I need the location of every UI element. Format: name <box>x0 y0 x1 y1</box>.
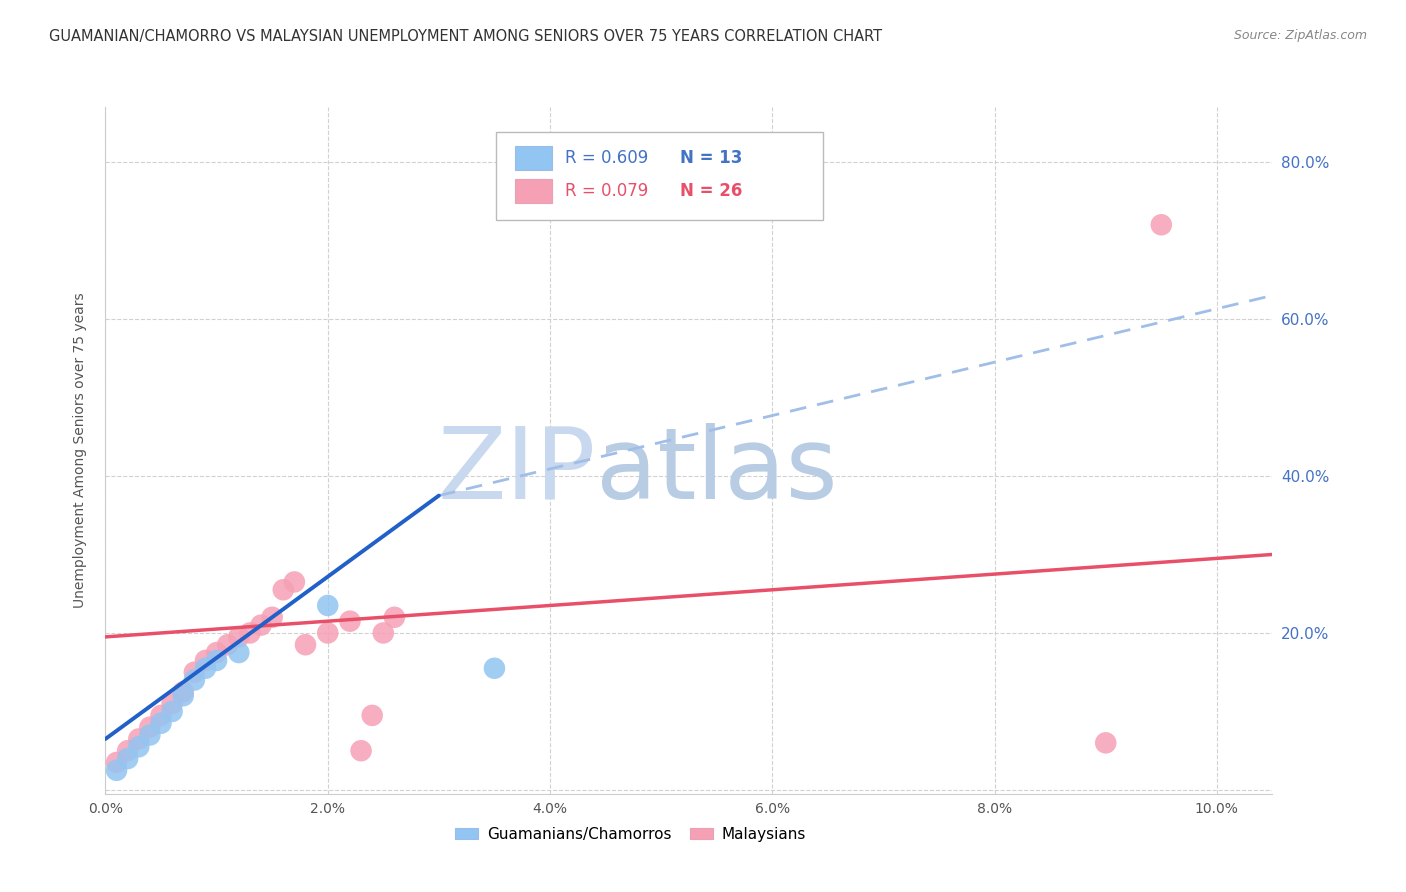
Point <box>1150 218 1173 232</box>
Point <box>384 610 406 624</box>
Text: ZIP: ZIP <box>437 423 596 519</box>
Point <box>105 764 128 778</box>
Point <box>217 638 239 652</box>
Point <box>105 756 128 770</box>
Text: N = 26: N = 26 <box>679 182 742 200</box>
Y-axis label: Unemployment Among Seniors over 75 years: Unemployment Among Seniors over 75 years <box>73 293 87 608</box>
Text: atlas: atlas <box>596 423 837 519</box>
Point <box>228 646 250 660</box>
Text: R = 0.609: R = 0.609 <box>565 149 648 167</box>
Point <box>250 618 273 632</box>
Point <box>160 697 183 711</box>
Point <box>361 708 384 723</box>
Point <box>194 653 217 667</box>
Point <box>283 574 305 589</box>
Point <box>194 661 217 675</box>
Point <box>150 716 173 731</box>
Legend: Guamanians/Chamorros, Malaysians: Guamanians/Chamorros, Malaysians <box>449 821 813 848</box>
Point <box>1094 736 1116 750</box>
Point <box>294 638 316 652</box>
Point <box>160 705 183 719</box>
Point <box>172 685 194 699</box>
Point <box>183 665 205 680</box>
FancyBboxPatch shape <box>515 146 553 169</box>
Point <box>117 751 139 765</box>
Point <box>262 610 284 624</box>
Text: GUAMANIAN/CHAMORRO VS MALAYSIAN UNEMPLOYMENT AMONG SENIORS OVER 75 YEARS CORRELA: GUAMANIAN/CHAMORRO VS MALAYSIAN UNEMPLOY… <box>49 29 883 44</box>
Point <box>117 744 139 758</box>
Point <box>150 708 173 723</box>
Point <box>316 599 339 613</box>
Point <box>316 626 339 640</box>
Point <box>339 614 361 628</box>
Point <box>172 689 194 703</box>
Point <box>205 653 228 667</box>
FancyBboxPatch shape <box>496 132 823 220</box>
Text: N = 13: N = 13 <box>679 149 742 167</box>
Point <box>484 661 506 675</box>
Point <box>183 673 205 687</box>
Point <box>271 582 294 597</box>
FancyBboxPatch shape <box>515 179 553 202</box>
Point <box>350 744 373 758</box>
Point <box>239 626 262 640</box>
Text: Source: ZipAtlas.com: Source: ZipAtlas.com <box>1233 29 1367 42</box>
Point <box>139 720 162 734</box>
Point <box>228 630 250 644</box>
Text: R = 0.079: R = 0.079 <box>565 182 648 200</box>
Point <box>373 626 395 640</box>
Point <box>205 646 228 660</box>
Point <box>128 739 150 754</box>
Point <box>128 731 150 746</box>
Point <box>139 728 162 742</box>
